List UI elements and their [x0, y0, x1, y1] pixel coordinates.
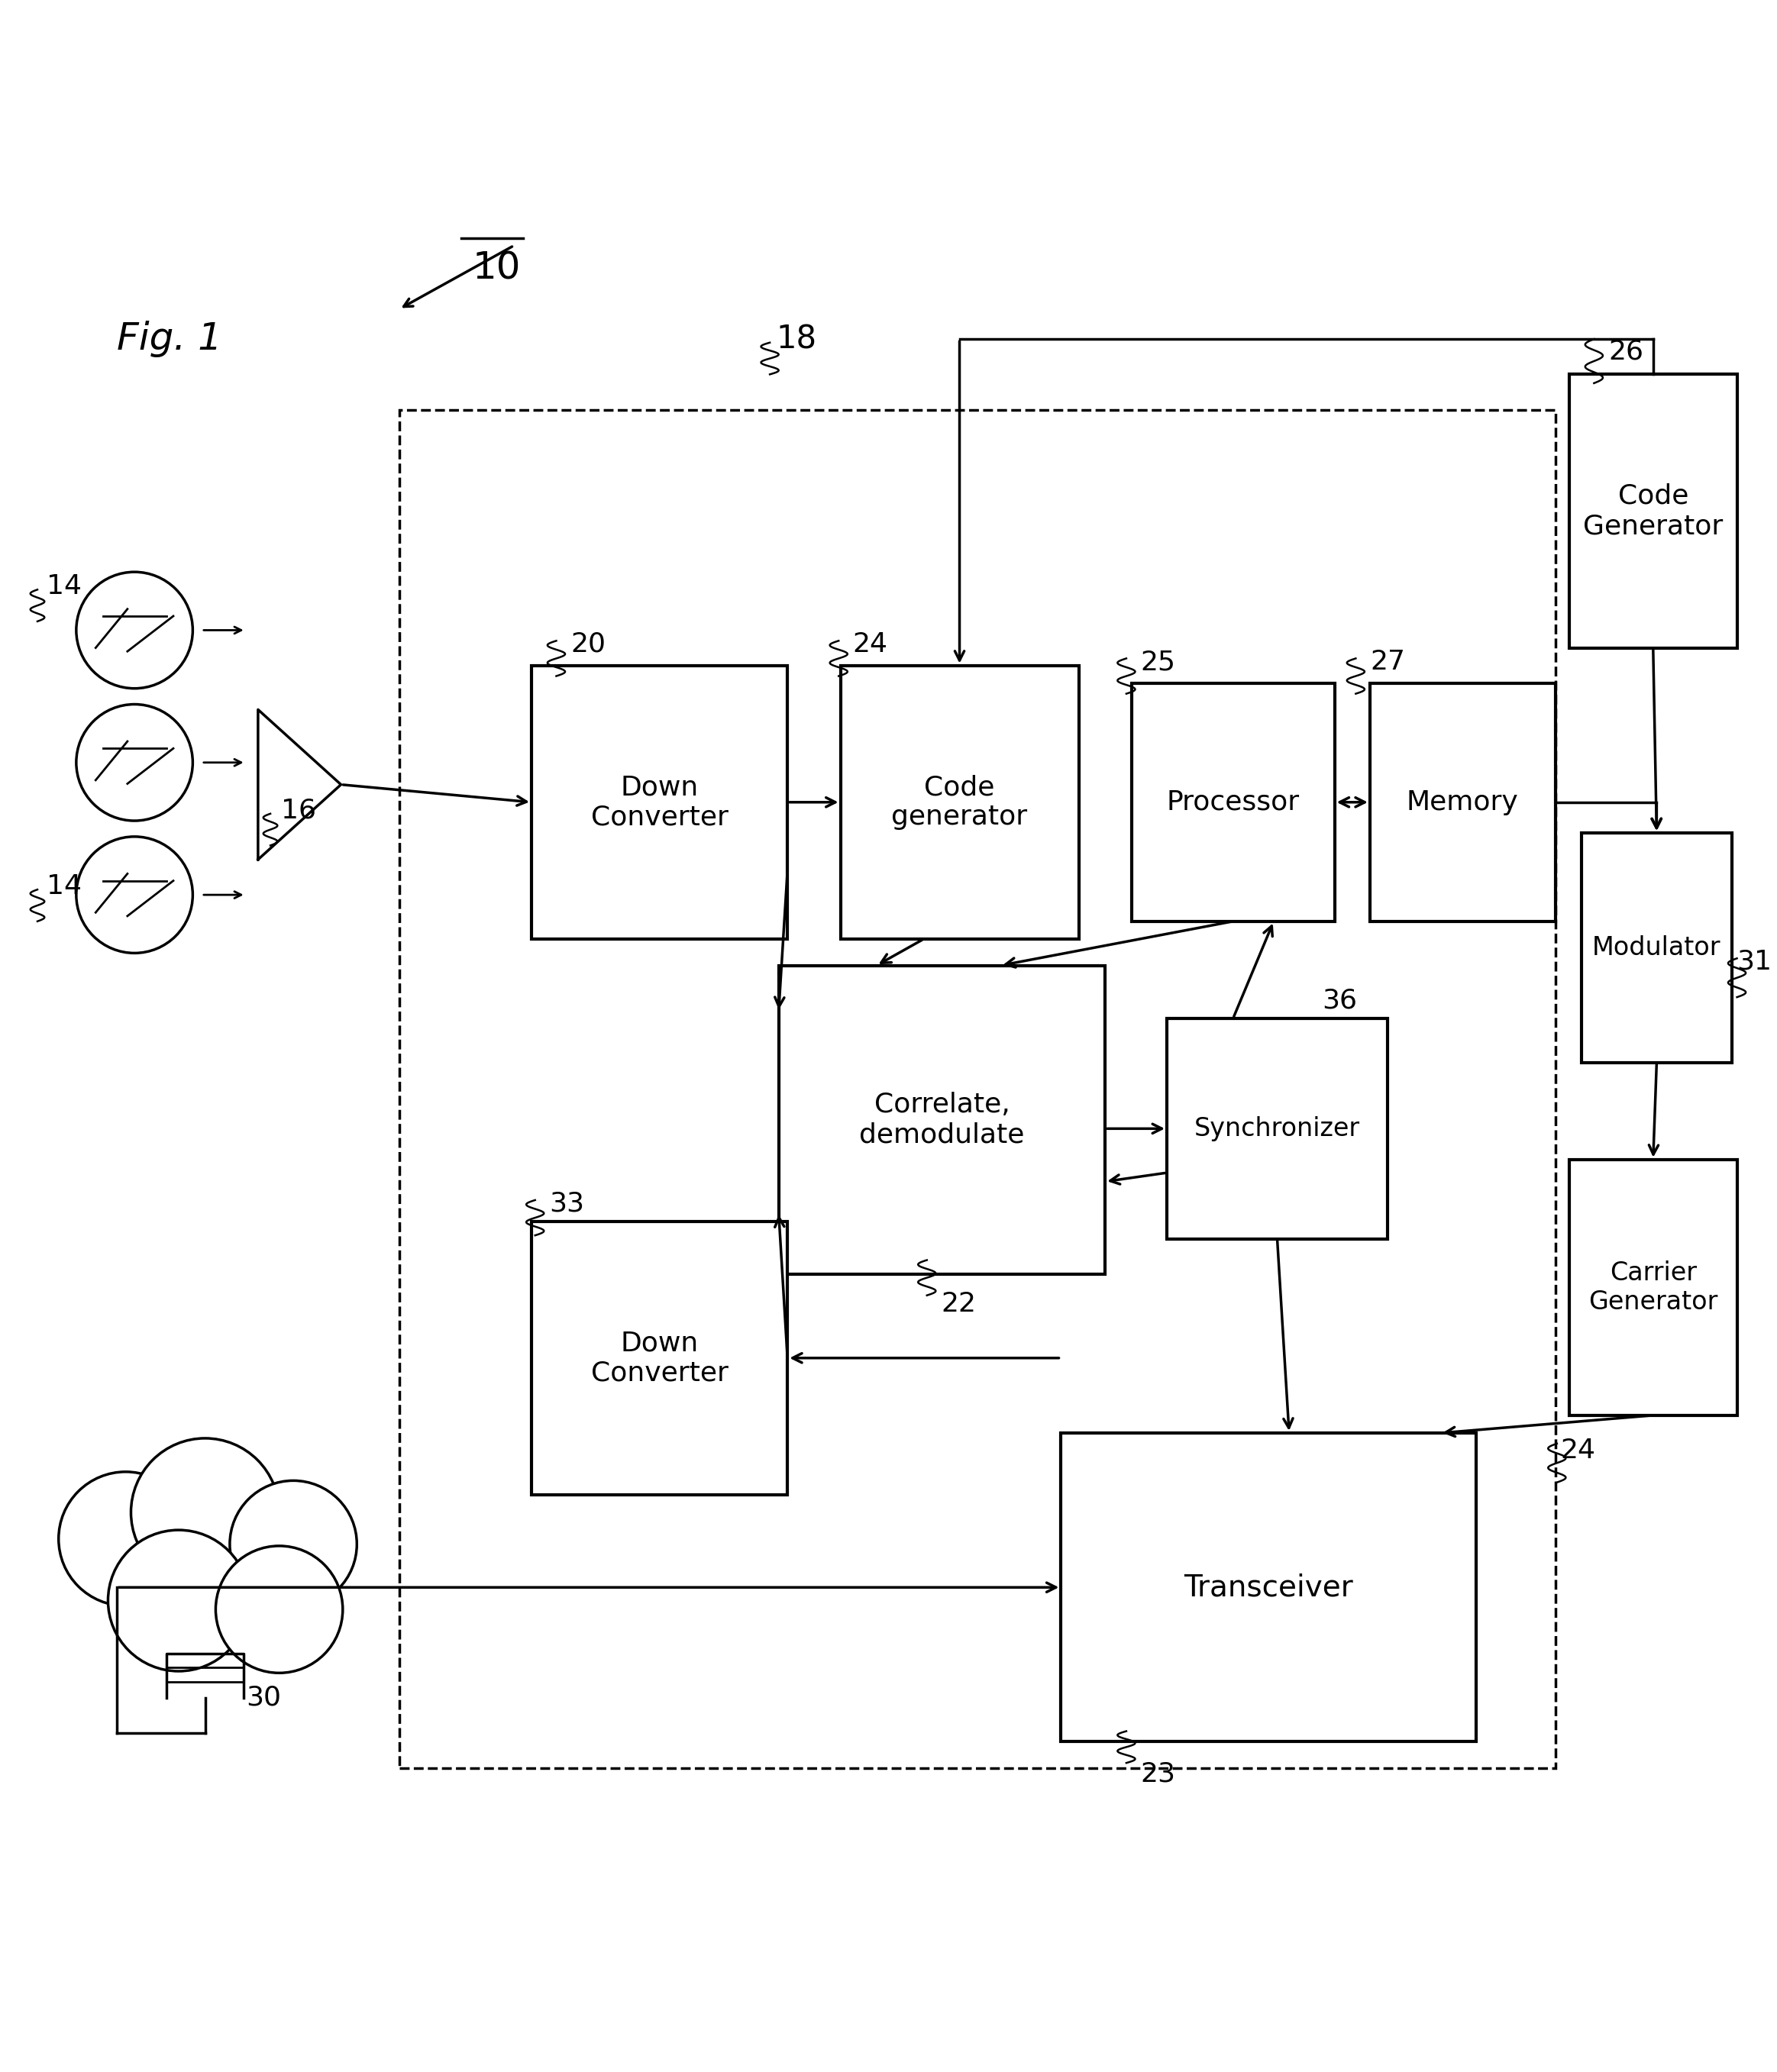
Text: 20: 20	[570, 632, 606, 657]
Text: Code
generator: Code generator	[892, 775, 1027, 831]
Bar	[531, 665, 787, 939]
Bar	[400, 410, 1555, 1767]
Circle shape	[131, 1438, 279, 1587]
Text: Modulator: Modulator	[1592, 934, 1720, 961]
Text: 14: 14	[46, 872, 82, 899]
Text: 10: 10	[473, 251, 521, 286]
Bar	[841, 665, 1079, 939]
Text: 16: 16	[281, 798, 316, 823]
Bar	[1569, 1160, 1736, 1415]
Text: Down
Converter: Down Converter	[590, 1330, 729, 1386]
Bar	[1569, 375, 1736, 649]
Text: 27: 27	[1370, 649, 1406, 675]
Circle shape	[215, 1546, 343, 1672]
Bar	[1582, 833, 1731, 1063]
Text: Down
Converter: Down Converter	[590, 775, 729, 831]
Bar	[1061, 1434, 1475, 1743]
Text: 23: 23	[1141, 1761, 1176, 1786]
Text: 24: 24	[1560, 1438, 1596, 1463]
Circle shape	[108, 1529, 249, 1672]
Bar	[1167, 1017, 1388, 1239]
Text: 24: 24	[853, 632, 888, 657]
Text: Synchronizer: Synchronizer	[1194, 1117, 1359, 1142]
Text: Carrier
Generator: Carrier Generator	[1589, 1260, 1718, 1314]
Circle shape	[229, 1481, 357, 1608]
Text: Processor: Processor	[1167, 789, 1299, 814]
Polygon shape	[258, 709, 341, 860]
Text: 26: 26	[1608, 338, 1644, 365]
Text: Code
Generator: Code Generator	[1583, 483, 1724, 539]
Text: Correlate,
demodulate: Correlate, demodulate	[860, 1092, 1025, 1148]
Text: 30: 30	[245, 1685, 281, 1711]
Bar	[531, 1220, 787, 1494]
Text: Memory: Memory	[1406, 789, 1519, 814]
Bar	[778, 966, 1105, 1274]
Circle shape	[59, 1471, 192, 1606]
Bar	[1132, 684, 1335, 922]
Bar	[1370, 684, 1555, 922]
Text: Fig. 1: Fig. 1	[117, 321, 222, 356]
Text: 18: 18	[777, 323, 817, 354]
Text: Transceiver: Transceiver	[1183, 1573, 1352, 1602]
Text: 22: 22	[942, 1291, 976, 1318]
Text: 25: 25	[1141, 649, 1176, 675]
Text: 36: 36	[1322, 988, 1358, 1013]
Text: 31: 31	[1738, 949, 1772, 974]
Text: 14: 14	[46, 574, 82, 599]
Text: 33: 33	[549, 1191, 585, 1216]
